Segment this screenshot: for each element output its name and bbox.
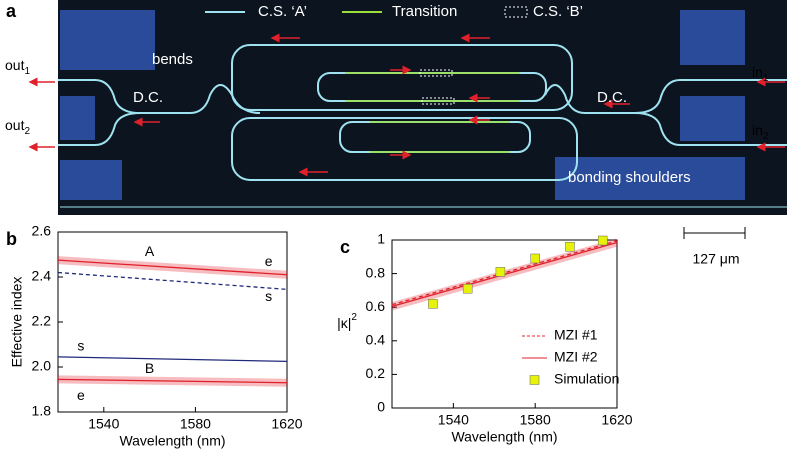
legend-label: Transition (392, 3, 457, 20)
legend-label: C.S. ‘A’ (258, 3, 307, 20)
series-line (57, 271, 288, 291)
data-point (565, 241, 575, 252)
y-tick-label: 1.8 (32, 403, 52, 419)
input-sub: 1 (763, 73, 769, 84)
data-point (597, 235, 608, 246)
input-label: in2 (752, 122, 769, 142)
y-axis-label: |κ|2 (337, 312, 357, 331)
annotation: s (77, 337, 84, 353)
x-axis-label: Wavelength (nm) (451, 429, 557, 445)
pads (60, 10, 745, 200)
y-tick-label: 2.4 (32, 268, 52, 284)
annotation: B (145, 360, 154, 376)
transition-sections (345, 72, 520, 153)
series-line (57, 356, 288, 363)
x-tick-label: 1620 (271, 416, 302, 432)
legend-label: MZI #1 (554, 327, 598, 343)
output-sub: 1 (24, 66, 30, 77)
legend-label: Simulation (554, 371, 619, 387)
input-text: in (752, 64, 763, 80)
input-text: in (752, 122, 763, 138)
y-tick-label: 0.6 (366, 298, 386, 314)
x-tick-label: 1580 (180, 416, 211, 432)
data-point (495, 267, 506, 277)
x-tick-label: 1580 (520, 412, 551, 428)
annotation: e (265, 253, 273, 269)
x-tick-label: 1540 (438, 412, 469, 428)
legend-label: MZI #2 (554, 349, 598, 365)
data-point (462, 283, 473, 294)
coupler-label: D.C. (133, 89, 163, 106)
bends-label: bends (152, 51, 193, 68)
y-tick-label: 0.4 (366, 332, 386, 348)
data-point (428, 299, 438, 309)
output-sub: 2 (24, 126, 30, 137)
y-tick-label: 2.2 (32, 313, 52, 329)
scale-label: 127 μm (693, 251, 740, 267)
x-axis-label: Wavelength (nm) (119, 433, 225, 449)
output-label: out1 (5, 57, 30, 77)
panel-label: b (6, 229, 17, 249)
y-tick-label: 0 (377, 399, 385, 415)
scale-bar (683, 227, 746, 239)
series-line (57, 259, 288, 276)
annotation: e (77, 387, 85, 403)
y-tick-label: 2.0 (32, 358, 52, 374)
x-tick-label: 1620 (601, 412, 632, 428)
output-text: out (5, 117, 25, 133)
annotation: A (145, 243, 155, 259)
series-line (57, 378, 288, 384)
cs-b-mark (421, 97, 455, 105)
panel-a: a C.S. ‘A’ Transition C.S. ‘B’ bends D.C… (5, 0, 787, 267)
y-axis-label: Effective index (9, 277, 25, 368)
cs-b-mark (419, 69, 453, 77)
y-label-text: |κ| (337, 315, 351, 331)
data-point (530, 253, 540, 264)
output-text: out (5, 57, 25, 73)
panel-label: c (340, 237, 350, 257)
legend-label: C.S. ‘B’ (533, 3, 583, 20)
y-tick-label: 2.6 (32, 223, 52, 239)
coupler-label: D.C. (597, 89, 627, 106)
legend-marker (529, 375, 540, 385)
input-sub: 2 (763, 131, 769, 142)
plot-frame (391, 239, 618, 409)
shoulder-label: bonding shoulders (568, 169, 691, 186)
y-label-sup: 2 (351, 312, 357, 323)
panel-label: a (6, 1, 17, 21)
arrows (28, 33, 785, 177)
annotation: s (265, 288, 272, 304)
output-label: out2 (5, 117, 30, 137)
y-tick-label: 0.2 (366, 365, 386, 381)
x-tick-label: 1540 (88, 416, 119, 432)
y-tick-label: 1 (377, 231, 385, 247)
series-line (391, 240, 618, 306)
y-tick-label: 0.8 (366, 264, 386, 280)
input-label: in1 (752, 64, 769, 84)
